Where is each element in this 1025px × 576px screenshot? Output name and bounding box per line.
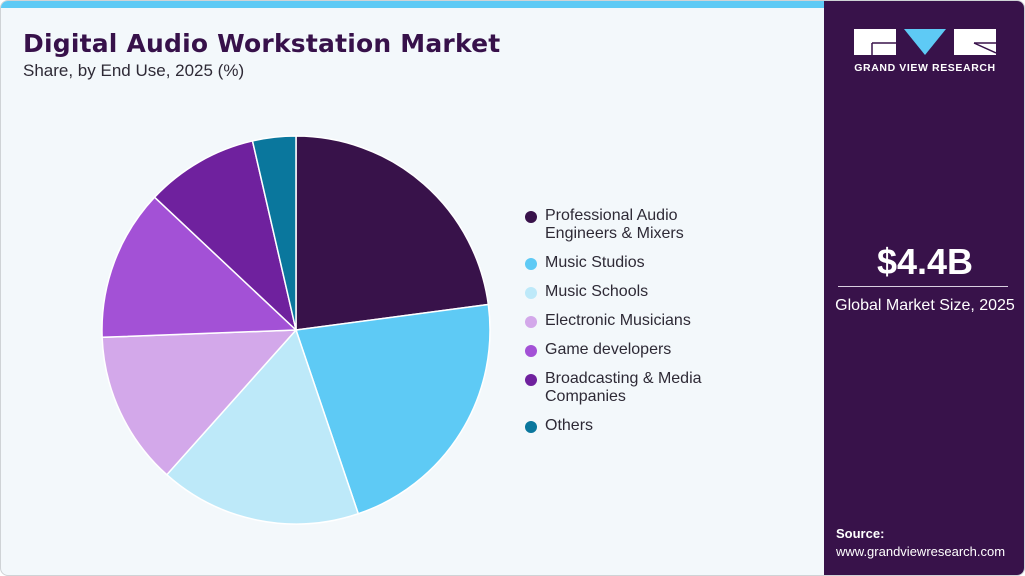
pie-slice xyxy=(295,135,490,331)
legend-item: Professional Audio Engineers & Mixers xyxy=(525,207,815,243)
legend-item: Others xyxy=(525,417,815,435)
source-label: Source: xyxy=(836,526,885,541)
source-link[interactable]: www.grandviewresearch.com xyxy=(836,544,1006,559)
legend-dot-icon xyxy=(525,421,537,433)
chart-subtitle: Share, by End Use, 2025 (%) xyxy=(23,61,245,80)
legend-label: Music Schools xyxy=(545,283,649,300)
legend-dot-icon xyxy=(525,258,537,270)
accent-bar xyxy=(1,1,824,8)
legend-dot-icon xyxy=(525,345,537,357)
pie-slice xyxy=(101,196,298,339)
pie-slice xyxy=(294,303,491,515)
legend-item: Electronic Musicians xyxy=(525,312,815,330)
pie-slice xyxy=(165,328,360,525)
logo-text: GRAND VIEW RESEARCH xyxy=(854,62,996,74)
pie-slice xyxy=(101,329,298,476)
legend-label: Others xyxy=(545,417,594,434)
legend-dot-icon xyxy=(525,374,537,386)
legend-item: Broadcasting & Media Companies xyxy=(525,370,815,406)
legend-item: Music Schools xyxy=(525,283,815,301)
legend-label: Music Studios xyxy=(545,254,645,271)
divider xyxy=(838,286,1008,287)
legend-label: Game developers xyxy=(545,341,672,358)
side-panel: GRAND VIEW RESEARCH $4.4B Global Market … xyxy=(824,1,1024,575)
legend-label: Electronic Musicians xyxy=(545,312,691,329)
legend-item: Game developers xyxy=(525,341,815,359)
pie-slice xyxy=(153,140,298,333)
legend-item: Music Studios xyxy=(525,254,815,272)
chart-title: Digital Audio Workstation Market xyxy=(23,29,501,58)
chart-legend: Professional Audio Engineers & Mixers Mus… xyxy=(525,207,815,446)
legend-label: Broadcasting & Media Companies xyxy=(545,370,702,405)
legend-label: Professional Audio Engineers & Mixers xyxy=(545,207,684,242)
gvr-logo-icon xyxy=(854,29,996,55)
pie-slice xyxy=(251,135,297,331)
market-size-value: $4.4B xyxy=(876,241,974,282)
legend-dot-icon xyxy=(525,211,537,223)
pie-chart xyxy=(101,135,491,525)
market-size-label: Global Market Size, 2025 xyxy=(835,297,1015,314)
legend-dot-icon xyxy=(525,316,537,328)
legend-dot-icon xyxy=(525,287,537,299)
